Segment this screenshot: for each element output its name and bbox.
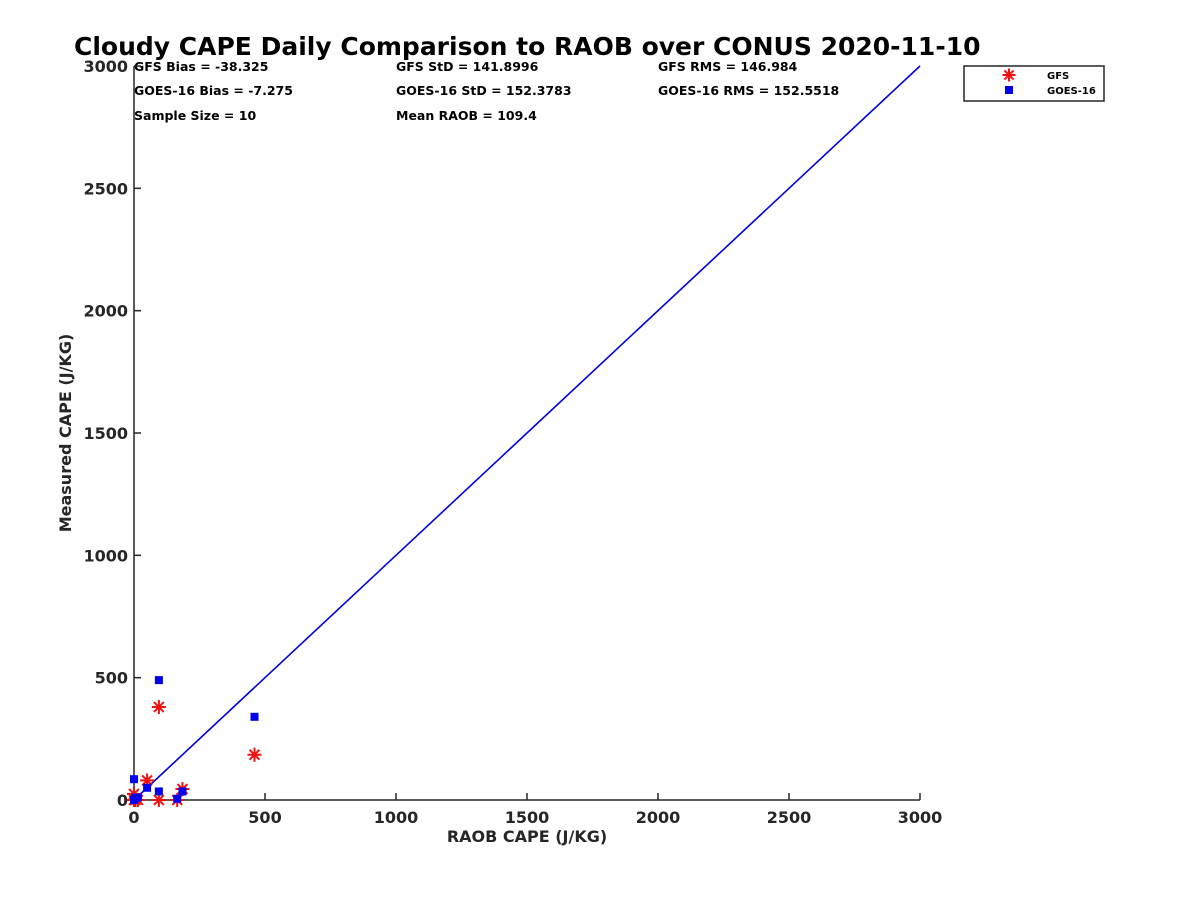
y-tick-label: 0 bbox=[117, 791, 128, 810]
stat-mean-raob: Mean RAOB = 109.4 bbox=[396, 108, 537, 123]
stats-block: GFS Bias = -38.325 GFS StD = 141.8996 GF… bbox=[134, 59, 839, 123]
y-tick-label: 3000 bbox=[83, 57, 128, 76]
y-tick-label: 2500 bbox=[83, 179, 128, 198]
x-ticks: 0 500 1000 1500 2000 2500 3000 bbox=[128, 793, 942, 827]
x-tick-label: 1500 bbox=[505, 808, 550, 827]
y-tick-label: 500 bbox=[95, 669, 128, 688]
y-axis-label: Measured CAPE (J/KG) bbox=[56, 334, 75, 533]
stat-gfs-std: GFS StD = 141.8996 bbox=[396, 59, 539, 74]
goes-16-point bbox=[173, 794, 182, 803]
stat-gfs-bias: GFS Bias = -38.325 bbox=[134, 59, 268, 74]
x-tick-label: 3000 bbox=[898, 808, 943, 827]
goes-16-point bbox=[178, 787, 187, 796]
reference-line-group bbox=[133, 65, 921, 801]
x-axis-label: RAOB CAPE (J/KG) bbox=[447, 827, 607, 846]
x-tick-label: 2500 bbox=[767, 808, 812, 827]
x-tick-label: 1000 bbox=[374, 808, 419, 827]
goes-16-point bbox=[250, 712, 259, 721]
stat-gfs-rms: GFS RMS = 146.984 bbox=[658, 59, 798, 74]
legend: GFS GOES-16 bbox=[963, 65, 1105, 102]
reference-line bbox=[133, 65, 921, 801]
gfs-point bbox=[151, 700, 166, 715]
x-tick-label: 500 bbox=[248, 808, 281, 827]
gfs-point bbox=[247, 747, 262, 762]
goes-16-point bbox=[143, 783, 152, 792]
legend-marker-goes-16 bbox=[1005, 86, 1013, 94]
goes-16-point bbox=[154, 787, 163, 796]
legend-marker-gfs bbox=[1002, 68, 1016, 82]
legend-label-goes-16: GOES-16 bbox=[1047, 86, 1096, 97]
stat-goes-bias: GOES-16 Bias = -7.275 bbox=[134, 83, 293, 98]
legend-label-gfs: GFS bbox=[1047, 71, 1069, 82]
goes-16-point bbox=[154, 676, 163, 685]
stat-goes-std: GOES-16 StD = 152.3783 bbox=[396, 83, 572, 98]
y-tick-label: 1500 bbox=[83, 424, 128, 443]
x-tick-label: 0 bbox=[128, 808, 139, 827]
y-tick-label: 2000 bbox=[83, 302, 128, 321]
y-ticks: 0 500 1000 1500 2000 2500 3000 bbox=[83, 57, 141, 810]
stat-sample-size: Sample Size = 10 bbox=[134, 108, 256, 123]
gfs-point bbox=[151, 793, 166, 807]
y-tick-label: 1000 bbox=[83, 546, 128, 565]
legend-box bbox=[963, 65, 1105, 102]
data-points bbox=[127, 676, 262, 807]
goes-16-point bbox=[130, 775, 138, 784]
x-tick-label: 2000 bbox=[636, 808, 681, 827]
goes-16-point bbox=[130, 796, 138, 804]
stat-goes-rms: GOES-16 RMS = 152.5518 bbox=[658, 83, 839, 98]
chart-title: Cloudy CAPE Daily Comparison to RAOB ove… bbox=[74, 32, 980, 61]
